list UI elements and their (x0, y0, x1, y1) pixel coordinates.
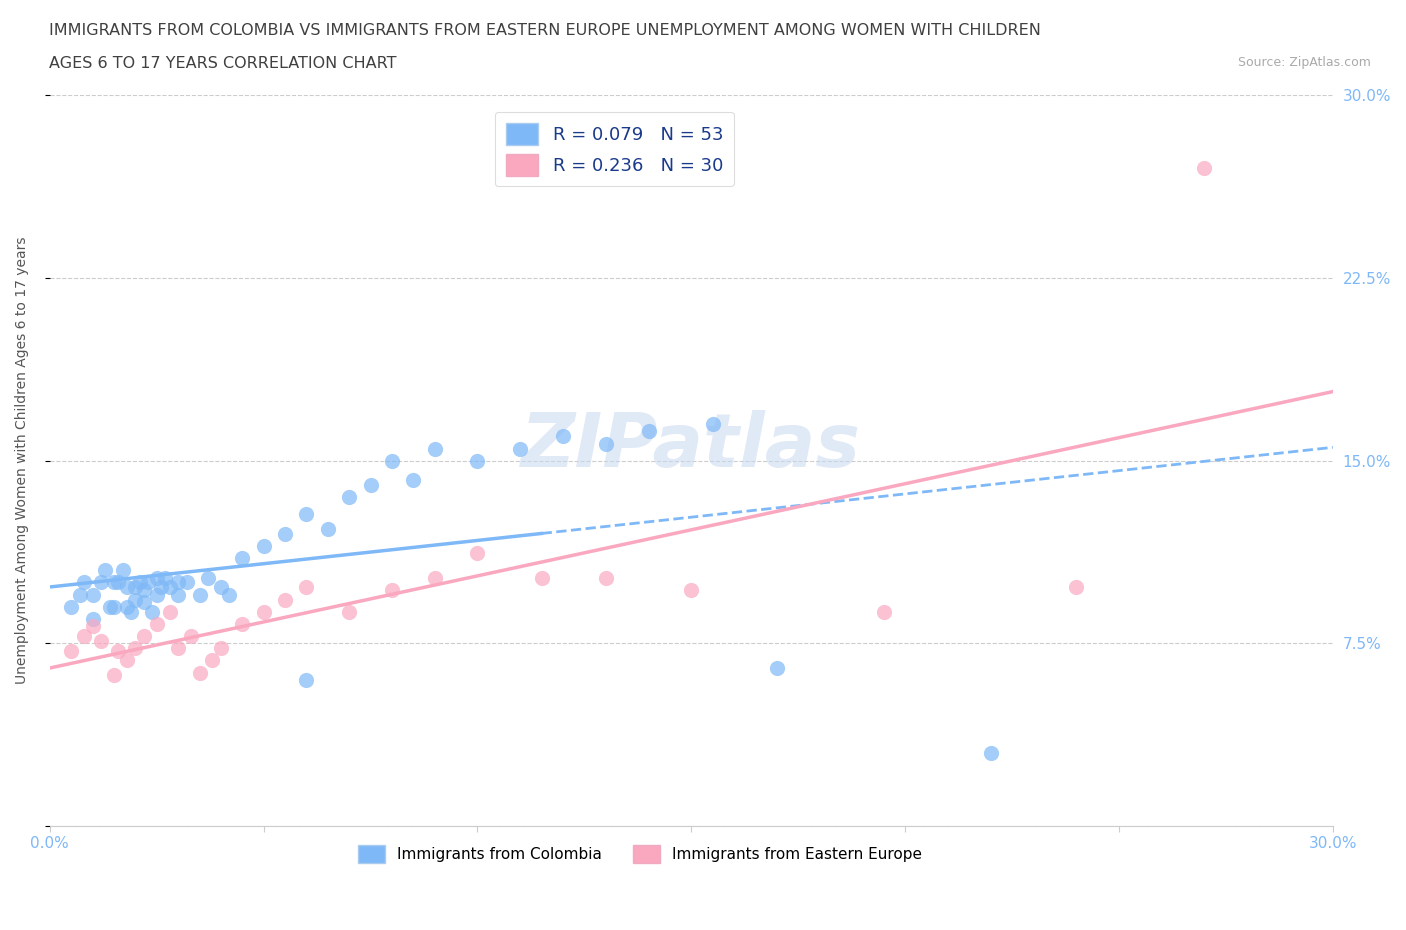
Point (551, 429, 574, 444)
Point (295, 580, 318, 595)
Point (120, 604, 142, 619)
Point (136, 575, 159, 590)
Point (132, 629, 155, 644)
Point (702, 417, 724, 432)
Point (159, 580, 181, 595)
Text: Source: ZipAtlas.com: Source: ZipAtlas.com (1237, 56, 1371, 69)
Point (115, 653, 138, 668)
Point (107, 644, 129, 658)
Point (337, 490, 360, 505)
Point (150, 580, 173, 595)
Point (295, 507, 318, 522)
Text: IMMIGRANTS FROM COLOMBIA VS IMMIGRANTS FROM EASTERN EUROPE UNEMPLOYMENT AMONG WO: IMMIGRANTS FROM COLOMBIA VS IMMIGRANTS F… (49, 23, 1040, 38)
Point (145, 587, 167, 602)
Point (1194, 161, 1216, 176)
Point (124, 592, 146, 607)
Point (201, 653, 224, 668)
Point (145, 617, 167, 631)
Point (530, 570, 553, 585)
Point (176, 575, 198, 590)
Point (115, 600, 138, 615)
Point (681, 582, 703, 597)
Point (132, 594, 155, 609)
Point (980, 746, 1002, 761)
Point (274, 526, 297, 541)
Point (873, 604, 896, 619)
Point (423, 441, 446, 456)
Point (197, 570, 219, 585)
Point (82, 618, 104, 633)
Point (141, 604, 163, 619)
Point (231, 617, 253, 631)
Point (82, 587, 104, 602)
Point (766, 660, 789, 675)
Point (509, 441, 531, 456)
Text: ZIPatlas: ZIPatlas (522, 409, 862, 483)
Point (132, 582, 155, 597)
Point (188, 665, 211, 680)
Point (94, 563, 117, 578)
Point (381, 582, 404, 597)
Point (167, 575, 190, 590)
Point (167, 641, 190, 656)
Point (145, 570, 167, 585)
Point (107, 575, 129, 590)
Point (60, 644, 83, 658)
Y-axis label: Unemployment Among Women with Children Ages 6 to 17 years: Unemployment Among Women with Children A… (15, 237, 30, 684)
Point (103, 668, 125, 683)
Point (218, 587, 240, 602)
Point (295, 672, 318, 687)
Point (103, 575, 125, 590)
Point (73, 575, 96, 590)
Point (595, 570, 617, 585)
Point (637, 424, 659, 439)
Point (90, 575, 112, 590)
Point (467, 546, 489, 561)
Point (98, 600, 121, 615)
Point (111, 563, 134, 578)
Point (253, 604, 276, 619)
Point (73, 629, 96, 644)
Point (167, 587, 190, 602)
Point (209, 580, 232, 595)
Point (128, 575, 150, 590)
Point (595, 436, 617, 451)
Point (274, 592, 297, 607)
Point (124, 641, 146, 656)
Point (90, 633, 112, 648)
Point (209, 641, 232, 656)
Point (402, 472, 425, 487)
Point (180, 629, 202, 644)
Point (159, 604, 181, 619)
Point (69, 587, 91, 602)
Point (316, 522, 339, 537)
Point (115, 580, 138, 595)
Point (155, 570, 177, 585)
Point (253, 538, 276, 553)
Point (467, 453, 489, 468)
Text: AGES 6 TO 17 YEARS CORRELATION CHART: AGES 6 TO 17 YEARS CORRELATION CHART (49, 56, 396, 71)
Point (423, 570, 446, 585)
Point (188, 587, 211, 602)
Point (60, 600, 83, 615)
Point (381, 453, 404, 468)
Point (360, 478, 382, 493)
Point (82, 612, 104, 627)
Point (337, 604, 360, 619)
Point (124, 580, 146, 595)
Point (1064, 580, 1087, 595)
Point (103, 600, 125, 615)
Point (231, 551, 253, 565)
Legend: Immigrants from Colombia, Immigrants from Eastern Europe: Immigrants from Colombia, Immigrants fro… (352, 839, 928, 870)
